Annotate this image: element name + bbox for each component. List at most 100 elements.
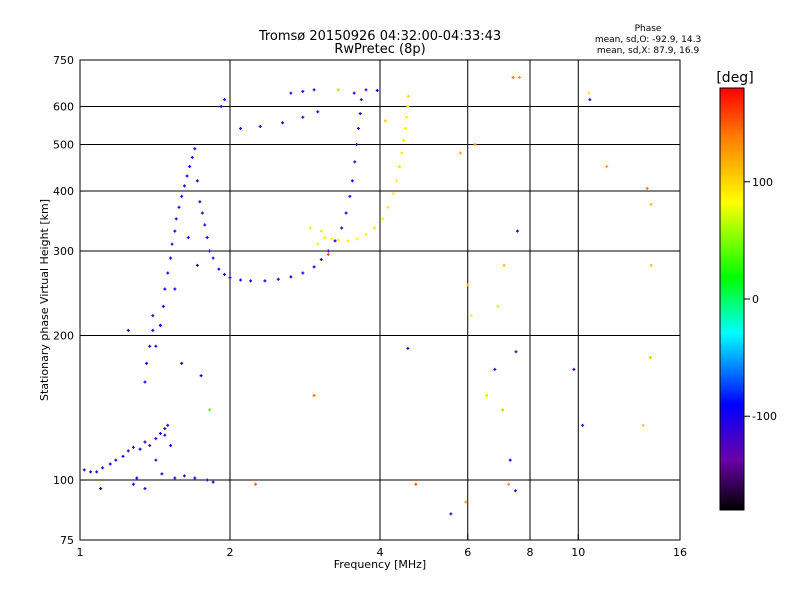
data-point	[114, 458, 118, 462]
data-point	[148, 344, 152, 348]
data-point	[340, 226, 344, 230]
x-tick-label: 4	[377, 546, 384, 559]
data-point	[180, 194, 184, 198]
data-point	[101, 466, 105, 470]
data-point	[253, 482, 257, 486]
data-point	[375, 88, 379, 92]
data-point	[208, 249, 212, 253]
data-point	[404, 115, 408, 119]
data-point	[223, 98, 227, 102]
grid-lines	[80, 60, 680, 540]
data-point	[228, 276, 232, 280]
data-point	[402, 138, 406, 142]
data-point	[493, 367, 497, 371]
data-point	[180, 361, 184, 365]
data-point	[169, 444, 173, 448]
y-tick-label: 600	[53, 101, 74, 114]
data-point	[163, 427, 167, 431]
data-point	[359, 98, 363, 102]
data-point	[581, 423, 585, 427]
data-point	[151, 314, 155, 318]
data-point	[289, 91, 293, 95]
data-point	[501, 408, 505, 412]
data-point	[449, 512, 453, 516]
data-point	[319, 258, 323, 262]
data-point	[169, 256, 173, 260]
data-point	[344, 211, 348, 215]
data-point	[193, 147, 197, 151]
data-point	[173, 476, 177, 480]
data-point	[312, 394, 316, 398]
data-point	[121, 454, 125, 458]
data-point	[587, 91, 591, 95]
data-point	[185, 174, 189, 178]
data-point	[406, 346, 410, 350]
data-point	[160, 472, 164, 476]
data-point	[336, 238, 340, 242]
data-point	[170, 242, 174, 246]
data-point	[223, 273, 227, 277]
y-tick-label: 200	[53, 330, 74, 343]
data-point	[154, 344, 158, 348]
data-point	[177, 205, 181, 209]
data-point	[195, 179, 199, 183]
x-axis-label: Frequency [MHz]	[334, 558, 426, 571]
data-point	[502, 263, 506, 267]
colorbar-tick-label: -100	[752, 410, 777, 423]
data-point	[145, 361, 149, 365]
data-point	[151, 328, 155, 332]
data-point	[186, 236, 190, 240]
data-point	[203, 223, 207, 227]
data-point	[82, 468, 86, 472]
data-point	[395, 179, 399, 183]
data-point	[364, 232, 368, 236]
data-point	[511, 75, 515, 79]
data-point	[135, 476, 139, 480]
data-point	[346, 239, 350, 243]
data-point	[205, 236, 209, 240]
y-tick-label: 100	[53, 474, 74, 487]
data-point	[355, 237, 359, 241]
data-point	[211, 480, 215, 484]
data-point	[514, 350, 518, 354]
data-point	[190, 155, 194, 159]
data-point	[289, 275, 293, 279]
data-point	[174, 217, 178, 221]
data-point	[258, 125, 262, 129]
data-point	[414, 482, 418, 486]
data-point	[588, 98, 592, 102]
data-point	[391, 192, 395, 196]
data-point	[649, 202, 653, 206]
data-point	[131, 482, 135, 486]
data-point	[323, 236, 327, 240]
data-point	[163, 433, 167, 437]
data-point	[89, 470, 93, 474]
data-point	[350, 179, 354, 183]
data-point	[358, 112, 362, 116]
data-point	[219, 105, 223, 109]
data-point	[319, 229, 323, 233]
data-point	[148, 444, 152, 448]
data-point	[199, 374, 203, 378]
data-point	[330, 237, 334, 241]
x-tick-label: 8	[527, 546, 534, 559]
data-point	[406, 105, 410, 109]
data-point	[485, 394, 489, 398]
data-point	[126, 449, 130, 453]
data-point	[211, 256, 215, 260]
data-point	[239, 278, 243, 282]
data-point	[469, 314, 473, 318]
data-point	[173, 287, 177, 291]
stats-heading: Phase	[635, 24, 662, 34]
data-point	[373, 226, 377, 230]
data-point	[458, 151, 462, 155]
data-point	[464, 500, 468, 504]
colorbar	[719, 87, 745, 511]
data-point	[312, 88, 316, 92]
data-point	[154, 458, 158, 462]
y-axis-label: Stationary phase Virtual Height [km]	[38, 199, 51, 401]
y-tick-label: 750	[53, 54, 74, 67]
data-point	[383, 119, 387, 123]
data-point	[473, 143, 477, 147]
